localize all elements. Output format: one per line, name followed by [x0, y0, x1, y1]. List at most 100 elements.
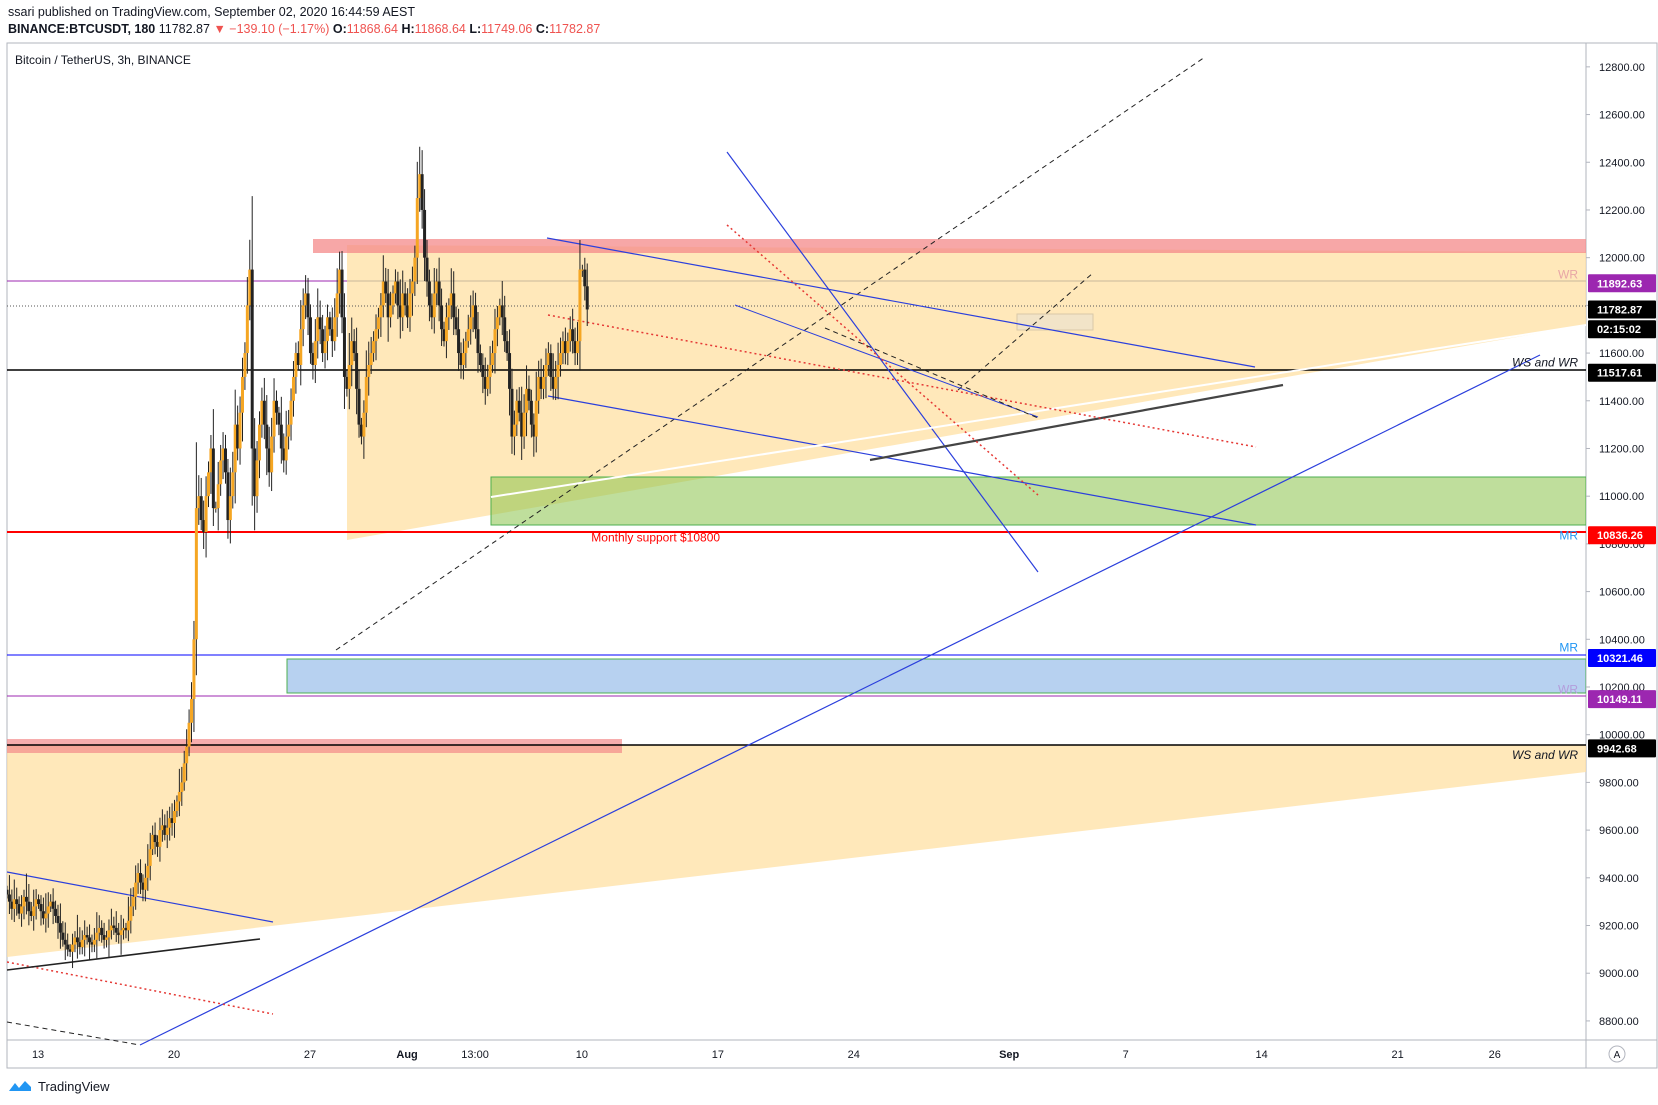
- candle-body: [194, 508, 198, 640]
- publisher-line: ssari published on TradingView.com, Sept…: [8, 5, 415, 19]
- time-tick-label: Sep: [999, 1049, 1019, 1061]
- open-label: O:: [332, 22, 347, 36]
- candle-body: [311, 353, 315, 365]
- left-dashed-line: [7, 1021, 141, 1046]
- candle-body: [342, 317, 346, 377]
- candle-body: [369, 353, 373, 365]
- close-value: 11782.87: [549, 22, 601, 36]
- candle-body: [529, 400, 533, 425]
- candle-body: [493, 329, 497, 354]
- candle-body: [216, 484, 220, 509]
- auto-scale-button[interactable]: A: [1608, 1045, 1626, 1063]
- candle-body: [83, 935, 87, 940]
- candle-body: [7, 894, 11, 902]
- candle-body: [7, 889, 9, 895]
- candle-body: [272, 400, 276, 437]
- candle-body: [459, 353, 463, 365]
- candle-body: [260, 400, 264, 425]
- price-tick-label: 11600.00: [1599, 348, 1644, 360]
- dashed-black-trendline-short: [957, 272, 1094, 391]
- candle-body: [478, 353, 482, 365]
- candle-body: [221, 448, 225, 461]
- level-tag: MR: [1559, 529, 1578, 543]
- candle-body: [75, 937, 79, 943]
- candle-body: [32, 906, 36, 916]
- open-value: 11868.64: [346, 22, 398, 36]
- candle-body: [566, 341, 570, 354]
- time-scale[interactable]: 13 20 27 Aug 13:00 10 17 24 Sep 7 14 21 26: [32, 1049, 1501, 1061]
- candle-body: [452, 293, 456, 318]
- candle-body: [512, 424, 516, 437]
- candle-body: [532, 424, 536, 437]
- left-black-support: [7, 938, 261, 971]
- candle-body: [10, 901, 14, 909]
- candle-body: [430, 305, 434, 318]
- candle-body: [37, 899, 41, 905]
- candle-body: [114, 927, 118, 933]
- candles-layer: [7, 146, 589, 969]
- candle-body: [207, 472, 211, 497]
- candle-body: [391, 293, 395, 306]
- price-label-box: [1588, 300, 1656, 319]
- candle-body: [449, 293, 453, 306]
- candle-body: [544, 364, 548, 377]
- candle-body: [177, 791, 181, 802]
- price-tick-label: 9800.00: [1599, 777, 1639, 789]
- price-tick-label: 9400.00: [1599, 873, 1639, 885]
- footer-brand[interactable]: TradingView: [8, 1076, 110, 1096]
- price-tick-label: 9600.00: [1599, 825, 1639, 837]
- candle-body: [505, 341, 509, 354]
- candle-body: [236, 424, 240, 449]
- candle-body: [199, 496, 203, 521]
- candle-body: [481, 364, 485, 377]
- candle-body: [136, 873, 140, 883]
- candle-body: [551, 376, 555, 389]
- candle-body: [355, 353, 359, 389]
- candle-body: [97, 927, 101, 933]
- candle-body: [406, 305, 410, 318]
- candle-body: [211, 448, 215, 509]
- candle-body: [219, 460, 223, 485]
- support-black-line: [869, 383, 1284, 462]
- candle-body: [117, 932, 121, 936]
- candle-body: [243, 353, 247, 377]
- candle-body: [282, 448, 286, 461]
- price-tick-label: 12400.00: [1599, 157, 1645, 169]
- candle-body: [522, 412, 526, 437]
- last-price: 11782.87: [158, 22, 210, 36]
- candle-body: [24, 896, 28, 902]
- time-tick-label: 7: [1123, 1049, 1129, 1061]
- candle-body: [160, 825, 164, 831]
- time-tick-label: 27: [304, 1049, 316, 1061]
- time-tick-label: Aug: [396, 1049, 417, 1061]
- candle-body: [573, 341, 577, 354]
- candle-body: [498, 305, 502, 318]
- candle-body: [240, 376, 244, 413]
- candle-body: [539, 376, 543, 389]
- candle-body: [398, 305, 402, 318]
- price-label: 10836.26: [1597, 530, 1643, 542]
- candle-body: [345, 376, 349, 389]
- candle-body: [46, 906, 50, 914]
- price-scale[interactable]: 12800.00 12600.00 12400.00 12200.00 12000.00…: [1586, 62, 1645, 1028]
- candle-body: [316, 317, 320, 342]
- candle-body: [403, 293, 407, 306]
- candle-body: [325, 317, 329, 342]
- candle-body: [68, 949, 72, 952]
- candle-body: [245, 305, 249, 354]
- time-tick-label: 14: [1256, 1049, 1268, 1061]
- candle-body: [102, 935, 106, 940]
- candle-body: [163, 825, 167, 835]
- candle-body: [525, 388, 529, 413]
- price-tick-label: 11200.00: [1599, 443, 1644, 455]
- candle-body: [105, 937, 109, 940]
- candle-body: [223, 448, 227, 473]
- candle-body: [425, 257, 429, 282]
- candle-body: [410, 281, 414, 294]
- candle-body: [90, 942, 94, 945]
- candle-body: [296, 353, 300, 365]
- candle-body: [549, 353, 553, 377]
- candle-body: [85, 935, 89, 938]
- candle-body: [71, 944, 75, 952]
